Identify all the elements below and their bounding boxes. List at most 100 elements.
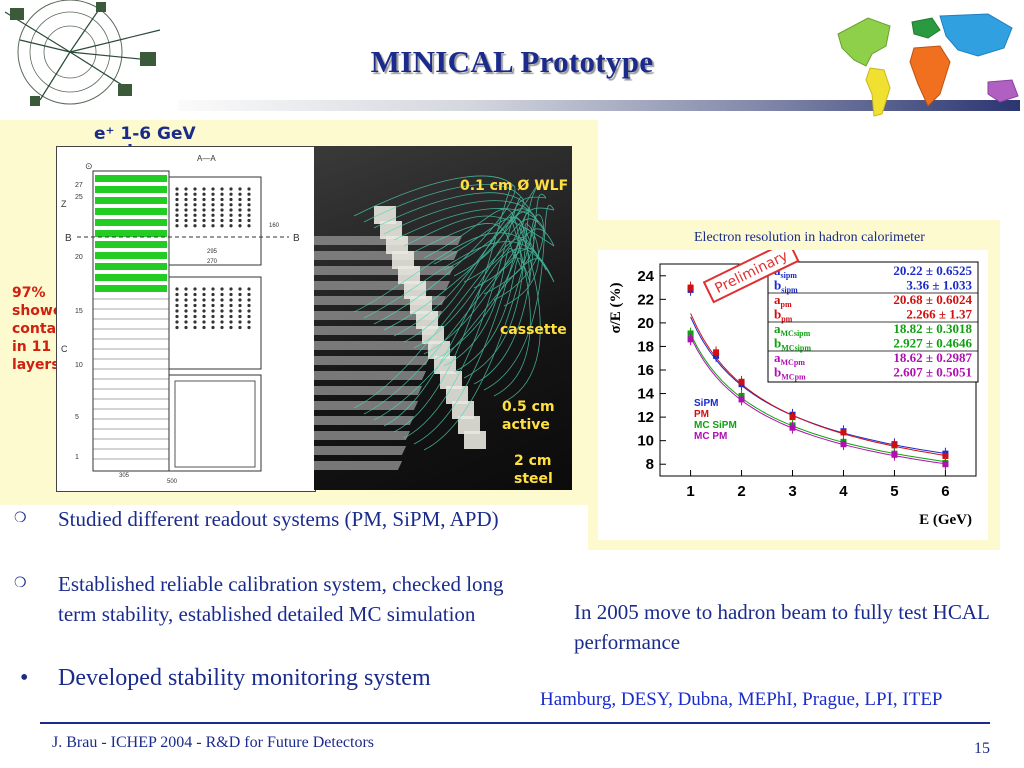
fiber-hole bbox=[247, 287, 251, 291]
fiber-hole bbox=[202, 325, 206, 330]
fiber-hole bbox=[193, 203, 197, 207]
fiber-hole bbox=[247, 303, 251, 308]
fiber-hole bbox=[175, 208, 179, 212]
absorber-layer bbox=[95, 197, 167, 204]
svg-text:15: 15 bbox=[75, 308, 83, 315]
absorber-layer bbox=[95, 274, 167, 281]
fiber-hole bbox=[229, 208, 233, 212]
fiber-hole bbox=[220, 218, 224, 223]
svg-text:25: 25 bbox=[75, 194, 83, 201]
fiber-hole bbox=[238, 292, 242, 297]
fiber-hole bbox=[184, 192, 188, 196]
fiber bbox=[393, 209, 531, 337]
fiber-hole bbox=[229, 187, 233, 191]
x-tick-label: 5 bbox=[890, 483, 898, 500]
y-tick-label: 18 bbox=[637, 338, 654, 355]
steel-plate bbox=[314, 236, 463, 245]
fiber-hole bbox=[229, 203, 233, 207]
absorber-layer bbox=[95, 263, 167, 270]
fiber-hole bbox=[229, 320, 233, 324]
fiber-hole bbox=[238, 208, 242, 212]
fiber bbox=[373, 192, 531, 229]
fiber-hole bbox=[202, 298, 206, 302]
y-tick-label: 8 bbox=[646, 456, 654, 473]
cassette-tag bbox=[434, 356, 456, 374]
absorber-layer bbox=[95, 208, 167, 215]
fiber-hole bbox=[202, 187, 206, 191]
fiber-hole bbox=[175, 203, 179, 207]
svg-text:10: 10 bbox=[75, 362, 83, 369]
data-point bbox=[687, 336, 694, 343]
fiber-hole bbox=[220, 192, 224, 196]
data-point bbox=[713, 349, 720, 356]
fiber-hole bbox=[238, 287, 242, 291]
fiber-hole bbox=[211, 309, 215, 313]
stamp-border bbox=[702, 239, 800, 304]
fiber-hole bbox=[247, 192, 251, 196]
fiber-hole bbox=[211, 314, 215, 319]
fiber-hole bbox=[238, 197, 242, 202]
fiber-hole bbox=[184, 309, 188, 313]
cassette-tag bbox=[374, 206, 396, 224]
fiber-hole bbox=[202, 303, 206, 308]
svg-text:305: 305 bbox=[119, 473, 130, 479]
data-point bbox=[840, 429, 847, 436]
bullet-marker: ❍ bbox=[14, 511, 27, 526]
svg-text:C: C bbox=[61, 344, 68, 354]
fiber-hole bbox=[238, 325, 242, 330]
active-label: 0.5 cm active bbox=[502, 399, 555, 433]
fiber-hole bbox=[193, 192, 197, 196]
data-point bbox=[738, 396, 745, 403]
x-tick-label: 2 bbox=[737, 483, 745, 500]
svg-text:⊙: ⊙ bbox=[85, 161, 93, 171]
fiber-hole bbox=[175, 218, 179, 223]
fiber-hole bbox=[247, 325, 251, 330]
fiber-hole bbox=[184, 320, 188, 324]
fiber-hole bbox=[247, 197, 251, 202]
steel-plate bbox=[314, 326, 439, 335]
fiber-hole bbox=[247, 309, 251, 313]
beam-label: e⁺ 1-6 GeV bbox=[94, 124, 196, 144]
fiber-hole bbox=[184, 314, 188, 319]
steel-plate bbox=[314, 251, 459, 260]
event-display-logo bbox=[0, 0, 170, 115]
fiber-hole bbox=[175, 298, 179, 302]
legend-entry: MC SiPM bbox=[694, 420, 737, 431]
fiber-hole bbox=[175, 314, 179, 319]
data-point bbox=[738, 378, 745, 385]
fiber-hole bbox=[247, 314, 251, 319]
fiber bbox=[383, 248, 555, 427]
fiber-hole bbox=[211, 197, 215, 202]
steel-plate bbox=[314, 461, 403, 470]
y-axis-label: σ/E (%) bbox=[608, 282, 624, 333]
fiber bbox=[363, 184, 523, 223]
x-tick-label: 3 bbox=[788, 483, 796, 500]
fiber-hole bbox=[202, 218, 206, 223]
fiber-hole bbox=[238, 203, 242, 207]
cassette-label: cassette bbox=[500, 322, 567, 338]
fiber-hole bbox=[211, 298, 215, 302]
steel-plate bbox=[314, 296, 447, 305]
fiber-hole bbox=[211, 292, 215, 297]
fiber-hole bbox=[247, 187, 251, 191]
fiber-hole bbox=[193, 218, 197, 223]
fiber-hole bbox=[193, 325, 197, 330]
fit-param-value: 20.22 ± 0.6525 bbox=[893, 263, 972, 278]
steel-plate bbox=[314, 416, 415, 425]
fiber-hole bbox=[193, 320, 197, 324]
absorber-layer bbox=[95, 219, 167, 226]
fiber-hole bbox=[202, 197, 206, 202]
absorber-layer bbox=[95, 175, 167, 182]
fiber bbox=[483, 204, 555, 391]
fiber bbox=[373, 185, 516, 325]
fiber bbox=[443, 248, 523, 367]
steel-plate bbox=[314, 446, 407, 455]
fiber bbox=[453, 257, 531, 373]
fiber-hole bbox=[247, 218, 251, 223]
fiber-hole bbox=[211, 187, 215, 191]
legend-entry: SiPM bbox=[694, 398, 718, 409]
fiber-hole bbox=[238, 320, 242, 324]
fiber-hole bbox=[229, 213, 233, 217]
svg-text:B: B bbox=[65, 233, 72, 244]
legend-entry: PM bbox=[694, 409, 709, 420]
